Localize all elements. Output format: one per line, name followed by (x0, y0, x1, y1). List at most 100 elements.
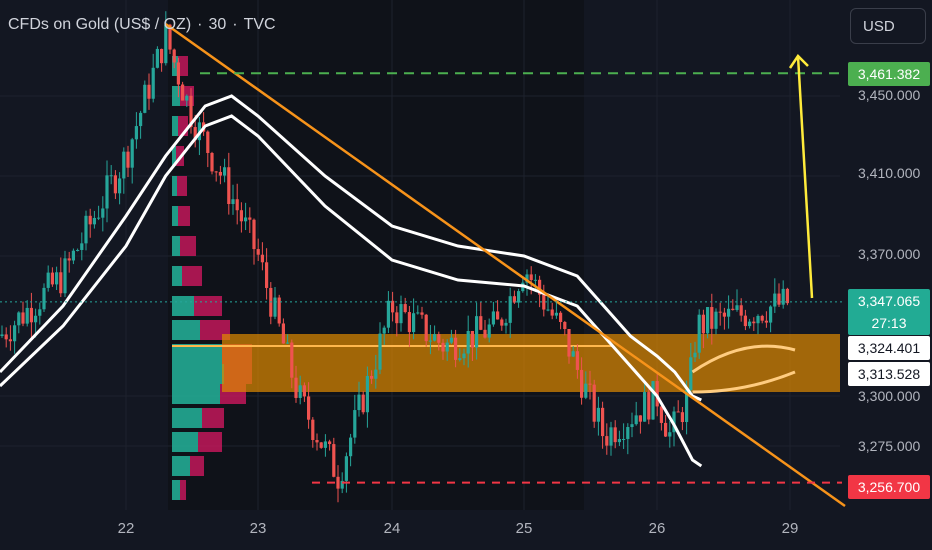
candle-body (231, 199, 235, 205)
candle-body (59, 272, 63, 294)
candle-body (651, 381, 655, 420)
candle-body (21, 312, 25, 324)
target-price-badge[interactable]: 3,461.382 (848, 62, 930, 86)
candle-body (458, 358, 462, 360)
candle-body (433, 334, 437, 341)
candle-body (525, 274, 529, 283)
candle-body (693, 352, 697, 358)
zone-top-badge[interactable]: 3,324.401 (848, 336, 930, 360)
candle-body (588, 383, 592, 385)
price-tick: 3,410.000 (858, 165, 921, 181)
candle-body (701, 314, 705, 334)
candle-body (706, 307, 710, 334)
descending-trendline[interactable] (164, 22, 846, 508)
volume-bar (172, 176, 177, 196)
candle-body (118, 178, 122, 194)
candle-body (626, 427, 630, 439)
candle-body (722, 312, 726, 317)
candle-body (97, 217, 101, 219)
candle-body (370, 375, 374, 379)
candle-body (357, 394, 361, 411)
candle-body (462, 353, 466, 359)
candle-body (475, 316, 479, 348)
candle-body (676, 411, 680, 413)
candle-body (596, 407, 600, 422)
candle-body (13, 325, 17, 342)
candle-body (50, 272, 54, 285)
candle-body (105, 175, 109, 209)
projection-curve-lower (692, 370, 796, 394)
candle-body (84, 215, 88, 244)
volume-bar (172, 480, 180, 500)
volume-bar (172, 364, 224, 384)
volume-bar (194, 296, 222, 316)
projection-arrow[interactable] (788, 54, 814, 299)
volume-bar (172, 146, 176, 166)
candle-body (748, 321, 752, 327)
candle-body (403, 304, 407, 313)
candle-body (407, 312, 411, 333)
candle-body (592, 384, 596, 422)
candle-body (214, 171, 218, 173)
candle-body (584, 383, 588, 398)
zone-bottom-badge[interactable]: 3,313.528 (848, 362, 930, 386)
candle-body (55, 272, 59, 285)
volume-bar (172, 296, 194, 316)
candle-body (664, 422, 668, 437)
candle-body (428, 340, 432, 342)
candle-body (361, 394, 365, 413)
volume-bar (172, 86, 180, 106)
candle-body (563, 321, 567, 329)
candle-body (538, 279, 542, 295)
candle-body (25, 307, 29, 324)
candle-body (752, 321, 756, 324)
candle-body (479, 316, 483, 330)
stop-price-badge[interactable]: 3,256.700 (848, 475, 930, 499)
candle-body (252, 219, 256, 250)
candle-body (302, 385, 306, 397)
symbol-name[interactable]: CFDs on Gold (US$ / OZ) (8, 16, 192, 33)
candle-body (332, 444, 336, 477)
candle-body (483, 329, 487, 338)
candle-body (496, 311, 500, 320)
interval-label[interactable]: 30 (208, 16, 227, 33)
candle-body (504, 322, 508, 326)
volume-bar (202, 408, 224, 428)
candle-body (227, 167, 231, 205)
candle-body (743, 315, 747, 327)
candle-body (542, 294, 546, 310)
candle-body (739, 305, 743, 316)
candle-body (399, 304, 403, 324)
candle-body (554, 312, 558, 316)
candle-body (8, 339, 12, 342)
candle-body (697, 314, 701, 353)
candle-body (508, 296, 512, 323)
candle-body (63, 258, 67, 294)
time-tick: 24 (383, 520, 401, 537)
candle-body (773, 293, 777, 307)
volume-bar (178, 56, 188, 76)
candle-body (710, 307, 714, 329)
time-tick: 23 (249, 520, 267, 537)
candle-body (714, 311, 718, 329)
candle-body (168, 24, 172, 50)
volume-bar (172, 206, 178, 226)
currency-button[interactable]: USD (850, 8, 926, 44)
price-tick: 3,300.000 (858, 388, 921, 404)
chart-title: CFDs on Gold (US$ / OZ) · 30 · TVC (8, 16, 282, 34)
candle-body (424, 314, 428, 342)
candle-body (441, 342, 445, 352)
support-zone[interactable] (222, 334, 840, 392)
projection-curve-upper (691, 344, 796, 374)
candle-body (151, 67, 155, 99)
current-price-badge[interactable]: 3,347.065 (848, 289, 930, 313)
moving-average-upper (0, 94, 702, 402)
candle-body (487, 324, 491, 338)
time-tick: 25 (515, 520, 533, 537)
candle-body (80, 243, 84, 250)
candle-body (218, 171, 222, 176)
candle-body (727, 308, 731, 317)
candle-body (630, 424, 634, 428)
